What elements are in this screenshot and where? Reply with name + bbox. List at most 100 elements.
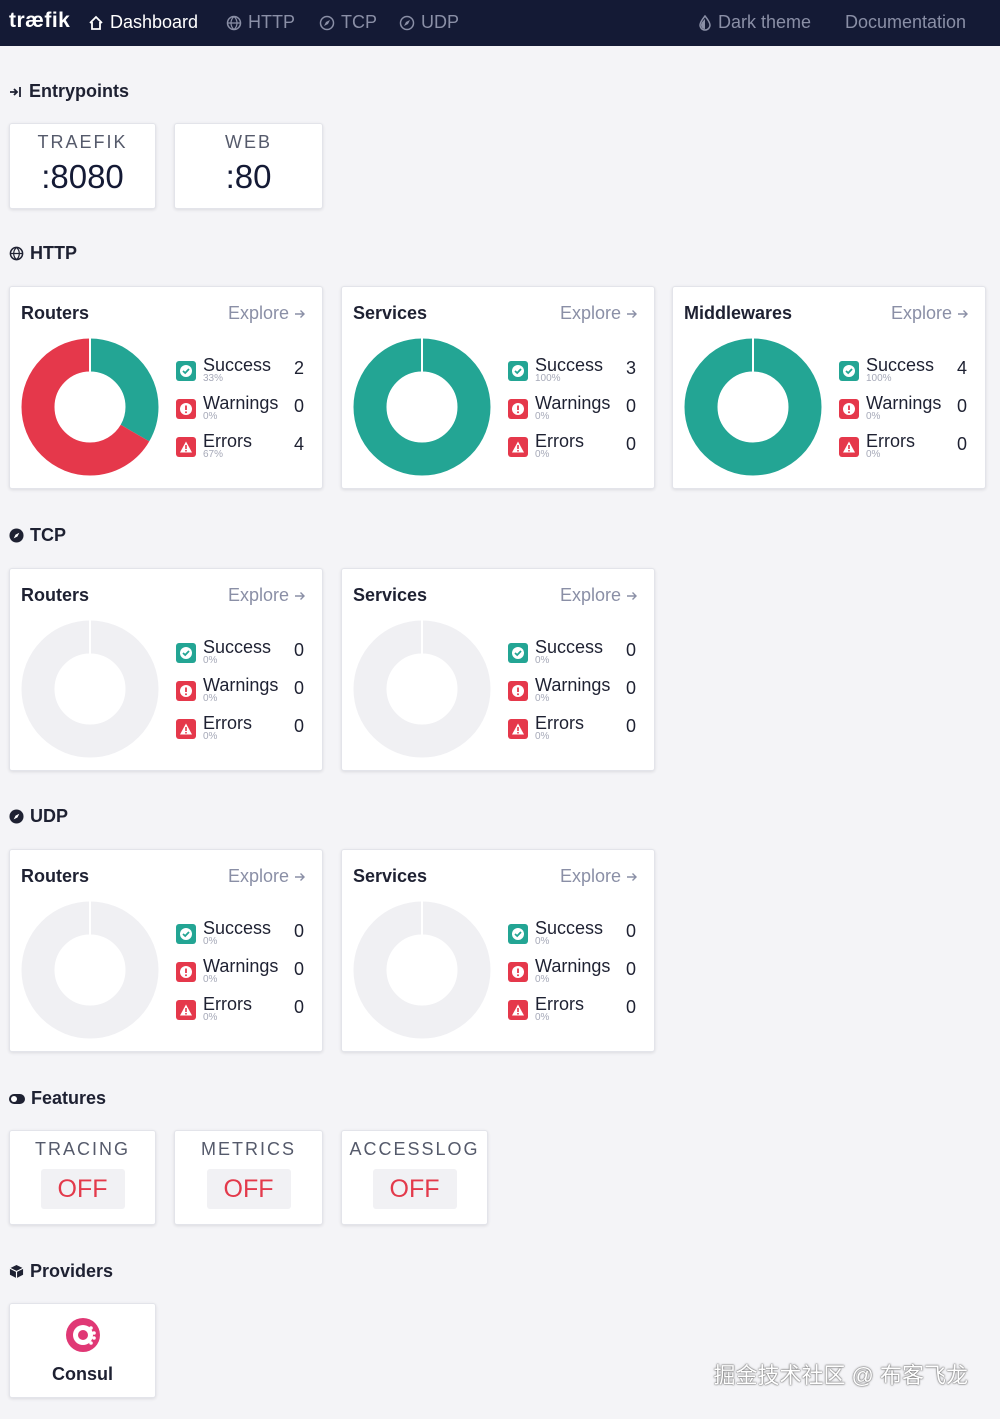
card-title: Services (353, 866, 428, 886)
status-label: Errors (535, 994, 584, 1014)
status-label: Warnings (203, 393, 279, 413)
error-triangle-icon (512, 1004, 524, 1016)
tcp-routers-card: Routers Explore Success 0% 0 Warnings 0% 0 Error… (9, 568, 323, 771)
errors-badge (176, 719, 196, 739)
status-row-errors: Errors 0% 0 (508, 427, 636, 461)
status-label: Success (535, 355, 604, 375)
status-row-warnings: Warnings 0% 0 (508, 389, 636, 423)
status-label: Warnings (203, 675, 279, 695)
status-percent: 0% (203, 655, 218, 666)
status-count: 0 (293, 959, 304, 979)
errors-badge (508, 719, 528, 739)
warnings-badge (839, 399, 859, 419)
check-shield-icon (180, 647, 192, 659)
arrow-right-icon (958, 309, 968, 318)
dark-theme-toggle[interactable]: Dark theme (698, 12, 811, 33)
sign-in-icon (10, 86, 21, 97)
explore-link[interactable]: Explore (228, 585, 306, 606)
feature-status-badge: OFF (40, 1169, 125, 1209)
status-row-success: Success 0% 0 (176, 633, 304, 667)
check-shield-icon (512, 647, 524, 659)
warnings-badge (176, 962, 196, 982)
nav-dashboard[interactable]: Dashboard (88, 12, 198, 33)
status-label: Warnings (866, 393, 942, 413)
status-donut-chart (21, 901, 159, 1039)
explore-label: Explore (559, 866, 621, 886)
check-shield-icon (512, 365, 524, 377)
arrow-right-icon (295, 309, 305, 318)
status-label: Errors (535, 431, 584, 451)
status-row-errors: Errors 0% 0 (839, 427, 967, 461)
status-count: 0 (625, 921, 636, 941)
status-label: Errors (866, 431, 915, 451)
nav-udp[interactable]: UDP (399, 12, 459, 33)
warnings-badge (176, 399, 196, 419)
compass-icon (9, 528, 24, 543)
success-badge (508, 924, 528, 944)
nav-tcp[interactable]: TCP (319, 12, 377, 33)
status-count: 0 (956, 396, 967, 416)
home-icon (89, 15, 103, 30)
explore-link[interactable]: Explore (228, 866, 306, 887)
section-udp-title: UDP (30, 806, 69, 826)
status-row-success: Success 33% 2 (176, 351, 304, 385)
section-providers-header: Providers (9, 1261, 113, 1282)
status-count: 0 (293, 921, 304, 941)
status-count: 0 (293, 396, 304, 416)
status-label: Warnings (535, 393, 611, 413)
explore-link[interactable]: Explore (228, 303, 306, 324)
documentation-link[interactable]: Documentation (845, 12, 966, 33)
status-label: Errors (203, 713, 252, 733)
arrow-right-icon (295, 591, 305, 600)
feature-name: ACCESSLOG (349, 1139, 480, 1159)
status-label: Errors (203, 431, 252, 451)
explore-link[interactable]: Explore (560, 585, 638, 606)
status-percent: 0% (535, 655, 550, 666)
top-navbar: træfik Dashboard HTTP TCP UDP Dark theme… (0, 0, 1000, 46)
feature-card-tracing: TRACING OFF (9, 1130, 156, 1225)
status-row-success: Success 0% 0 (508, 633, 636, 667)
check-shield-icon (180, 928, 192, 940)
error-triangle-icon (180, 1004, 192, 1016)
status-percent: 100% (535, 373, 561, 384)
explore-link[interactable]: Explore (560, 866, 638, 887)
error-triangle-icon (180, 723, 192, 735)
nav-http[interactable]: HTTP (226, 12, 295, 33)
card-title: Services (353, 585, 428, 605)
status-percent: 0% (535, 449, 550, 460)
status-row-errors: Errors 67% 4 (176, 427, 304, 461)
status-count: 4 (293, 434, 304, 454)
section-features-title: Features (31, 1088, 107, 1108)
explore-link[interactable]: Explore (891, 303, 969, 324)
status-label: Warnings (535, 675, 611, 695)
compass-icon (399, 15, 415, 30)
status-label: Warnings (203, 956, 279, 976)
status-count: 0 (956, 434, 967, 454)
globe-icon (9, 246, 24, 261)
section-providers-title: Providers (30, 1261, 114, 1281)
status-donut-chart (684, 338, 822, 476)
status-percent: 0% (535, 1012, 550, 1023)
status-donut-chart (353, 338, 491, 476)
status-label: Success (203, 355, 272, 375)
status-donut-chart (21, 620, 159, 758)
entrypoint-name: TRAEFIK (37, 132, 128, 152)
compass-icon (9, 809, 24, 824)
documentation-label: Documentation (845, 12, 967, 32)
status-count: 4 (956, 358, 967, 378)
errors-badge (508, 1000, 528, 1020)
explore-link[interactable]: Explore (560, 303, 638, 324)
entrypoint-name: WEB (224, 132, 272, 152)
feature-card-accesslog: ACCESSLOG OFF (341, 1130, 488, 1225)
status-row-warnings: Warnings 0% 0 (176, 389, 304, 423)
nav-dashboard-label: Dashboard (110, 12, 199, 32)
traefik-logo[interactable]: træfik (9, 9, 71, 32)
status-percent: 0% (203, 1012, 218, 1023)
status-row-success: Success 0% 0 (176, 914, 304, 948)
warning-octagon-icon (180, 403, 192, 415)
card-title: Services (353, 303, 428, 323)
status-label: Errors (203, 994, 252, 1014)
explore-label: Explore (559, 303, 621, 323)
section-tcp-title: TCP (30, 525, 66, 545)
status-row-errors: Errors 0% 0 (508, 990, 636, 1024)
